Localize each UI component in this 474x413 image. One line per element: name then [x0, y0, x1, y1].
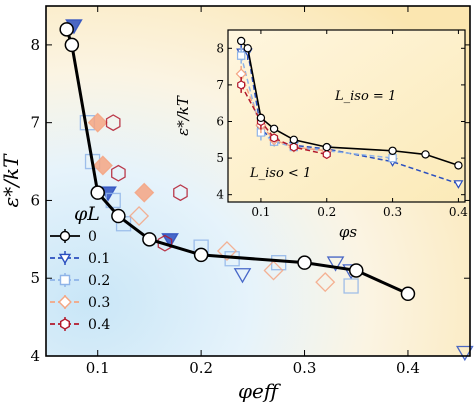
- x-tick-label: 0.4: [449, 205, 468, 219]
- main-plot-ticks: 0.1 0.2 0.3 0.4 4 5 6 7 8: [30, 6, 470, 377]
- data-point-square: [115, 216, 132, 232]
- data-point-diamond: [216, 240, 237, 262]
- inset-series-line: [240, 84, 327, 156]
- data-point-circle: [111, 208, 126, 224]
- data-point-circle: [142, 232, 157, 247]
- legend-marker-square: [59, 274, 71, 286]
- inset-data-point-circle: [256, 113, 266, 123]
- inset-data-point-square: [236, 51, 246, 60]
- data-point-circle: [193, 247, 209, 263]
- inset-data-point-circle: [322, 142, 331, 152]
- legend-title: φL: [74, 203, 100, 225]
- y-tick-label: 7: [30, 114, 40, 132]
- data-point-diamond: [315, 272, 336, 293]
- inset-data-point-circle: [289, 135, 299, 144]
- x-tick-label: 0.4: [396, 359, 420, 377]
- main-plot-frame: [45, 5, 471, 357]
- data-point-diamond: [87, 112, 108, 133]
- data-point-hexagon: [157, 234, 173, 252]
- data-point-triangle-down: [456, 345, 474, 362]
- inset-annotation-liso-less: L_iso < 1: [249, 166, 311, 181]
- inset-data-point-circle: [454, 161, 463, 170]
- legend-label: 0.2: [88, 273, 110, 289]
- inset-data-point-square: [388, 153, 397, 163]
- data-point-hexagon: [111, 164, 126, 182]
- legend-marker-diamond: [58, 295, 72, 309]
- data-point-circle: [64, 37, 80, 53]
- inset-plot-content: [235, 36, 464, 189]
- data-point-circle: [297, 255, 312, 270]
- inset-annotation-liso-equal: L_iso = 1: [334, 89, 396, 104]
- y-tick-label: 6: [216, 114, 224, 128]
- data-point-circle: [90, 185, 105, 200]
- data-point-diamond: [134, 182, 155, 203]
- legend-label: 0.1: [88, 251, 110, 267]
- y-tick-label: 5: [216, 151, 224, 165]
- main-x-axis-label: φeff: [238, 379, 282, 403]
- inset-series-line: [241, 51, 459, 185]
- data-point-triangle-down: [233, 268, 252, 284]
- legend: φL 0 0.1 0.2 0.3 0.4: [50, 203, 110, 333]
- x-tick-label: 0.3: [383, 205, 402, 219]
- y-tick-label: 4: [216, 188, 224, 202]
- data-point-hexagon: [173, 184, 188, 202]
- y-tick-label: 6: [30, 191, 40, 209]
- x-tick-label: 0.1: [86, 359, 110, 377]
- inset-data-point-circle: [236, 36, 246, 46]
- data-point-square: [271, 255, 287, 271]
- data-point-triangle-down: [326, 256, 345, 272]
- data-point-diamond: [263, 260, 284, 281]
- x-tick-label: 0.2: [317, 205, 336, 219]
- data-point-circle: [400, 286, 416, 302]
- x-tick-label: 0.1: [251, 205, 270, 219]
- inset-data-point-hexagon: [270, 133, 279, 143]
- data-point-circle: [59, 22, 74, 37]
- y-tick-label: 8: [216, 41, 224, 55]
- data-point-hexagon: [105, 114, 121, 132]
- inset-data-point-circle: [269, 124, 279, 133]
- data-point-diamond: [129, 205, 150, 227]
- data-point-circle: [348, 263, 364, 278]
- main-y-axis-label: ε*/kT: [0, 153, 23, 208]
- legend-label: 0: [88, 229, 97, 245]
- inset-data-point-hexagon: [237, 80, 246, 90]
- legend-marker-circle: [59, 230, 71, 242]
- inset-plot-ticks: 0.1 0.2 0.3 0.4 4 5 6 7 8: [216, 30, 468, 219]
- x-tick-label: 0.3: [293, 359, 317, 377]
- inset-data-point-circle: [388, 146, 397, 155]
- y-tick-label: 5: [30, 269, 40, 287]
- legend-label: 0.3: [88, 295, 110, 311]
- legend-marker-hexagon: [60, 318, 70, 330]
- y-tick-label: 4: [30, 347, 40, 365]
- inset-x-axis-label: φs: [339, 223, 358, 241]
- inset-data-point-triangle-down: [453, 180, 464, 189]
- legend-label: 0.4: [88, 317, 110, 333]
- inset-data-point-hexagon: [289, 142, 298, 152]
- data-point-triangle-down: [161, 233, 179, 249]
- main-plot-content: [59, 19, 474, 362]
- inset-data-point-hexagon: [322, 149, 331, 160]
- data-point-square: [79, 115, 96, 131]
- data-point-square: [343, 278, 359, 294]
- data-point-diamond: [92, 155, 113, 176]
- y-tick-label: 8: [30, 36, 40, 54]
- y-tick-label: 7: [216, 78, 224, 92]
- legend-marker-triangle-down: [58, 253, 72, 265]
- inset-data-point-circle: [243, 44, 252, 53]
- inset-data-point-circle: [421, 150, 430, 159]
- inset-y-axis-label: ε*/kT: [174, 95, 192, 136]
- x-tick-label: 0.2: [189, 359, 213, 377]
